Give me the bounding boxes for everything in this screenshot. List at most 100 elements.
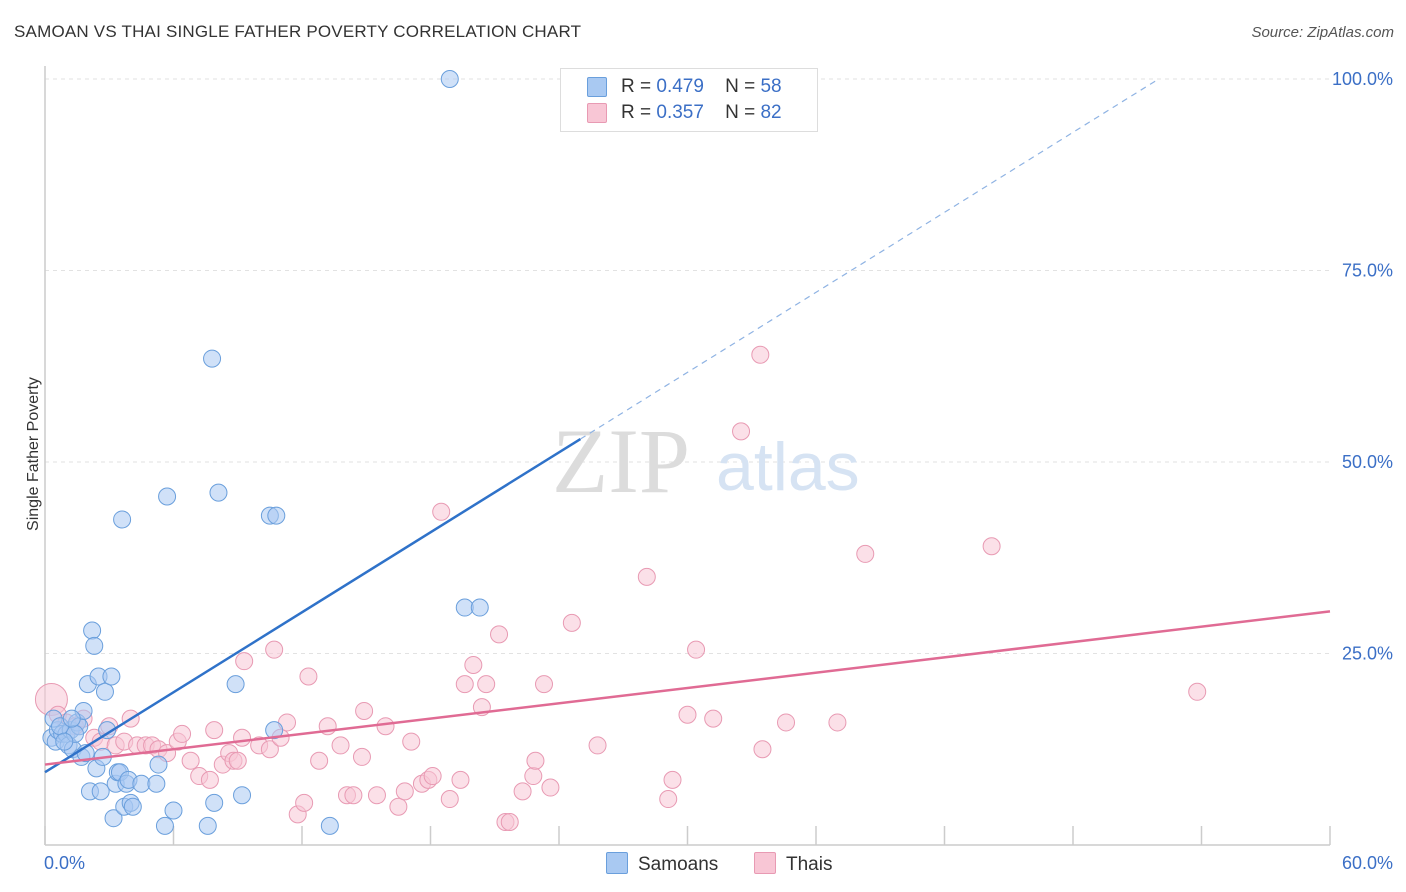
samoan-point	[203, 349, 222, 368]
samoan-point	[147, 774, 166, 793]
samoan-point	[95, 682, 114, 701]
samoan-point	[62, 709, 81, 728]
legend-n-value: 82	[760, 102, 782, 123]
thai-point	[1188, 682, 1207, 701]
thai-point	[732, 422, 751, 441]
samoan-point	[209, 483, 228, 502]
watermark-atlas: atlas	[716, 429, 860, 505]
thai-point	[295, 793, 314, 812]
legend-r-value: 0.479	[656, 76, 704, 97]
samoan-point	[320, 816, 339, 835]
thai-point	[235, 652, 254, 671]
samoan-point	[98, 721, 117, 740]
thai-point	[440, 790, 459, 809]
thai-point	[541, 778, 560, 797]
thai-point	[477, 675, 496, 694]
samoan-point	[113, 510, 132, 529]
legend-n-label: N =	[725, 102, 756, 123]
samoan-point	[85, 636, 104, 655]
legend-swatch-samoans	[587, 77, 607, 97]
thai-point	[687, 640, 706, 659]
thai-point	[856, 544, 875, 563]
samoan-points	[42, 70, 489, 835]
thai-point	[310, 751, 329, 770]
samoan-point	[91, 782, 110, 801]
thai-point	[637, 567, 656, 586]
thai-point	[526, 751, 545, 770]
thai-point	[331, 736, 350, 755]
y-axis-label: Single Father Poverty	[25, 377, 42, 531]
thai-point	[423, 767, 442, 786]
y-tick-label: 50.0%	[1342, 452, 1393, 472]
samoan-point	[205, 793, 224, 812]
samoan-point	[440, 70, 459, 88]
samoan-point	[123, 797, 142, 816]
thai-point	[173, 724, 192, 743]
samoan-point	[132, 774, 151, 793]
thai-point	[181, 751, 200, 770]
thai-point	[228, 751, 247, 770]
legend-n-value: 58	[760, 76, 782, 97]
samoan-point	[164, 801, 183, 820]
thai-point	[777, 713, 796, 732]
legend-swatch-thais	[587, 103, 607, 123]
samoan-point	[455, 598, 474, 617]
thai-point	[659, 790, 678, 809]
source-label: Source: ZipAtlas.com	[1251, 24, 1394, 41]
samoan-point	[267, 506, 286, 525]
thai-point	[260, 740, 279, 759]
thai-point	[352, 747, 371, 766]
samoan-trend-line	[44, 437, 582, 774]
samoan-trend-extension	[580, 78, 1159, 440]
thai-point	[500, 813, 519, 832]
thai-point	[205, 721, 224, 740]
thai-point	[432, 502, 451, 521]
samoan-point	[104, 809, 123, 828]
thai-point	[376, 717, 395, 736]
grid-lines	[45, 78, 1330, 654]
samoan-point	[102, 667, 121, 686]
thai-point	[678, 705, 697, 724]
y-tick-label: 75.0%	[1342, 261, 1393, 281]
samoan-point	[155, 816, 174, 835]
bottom-legend-thais[interactable]: Thais	[754, 852, 832, 876]
thai-point	[464, 655, 483, 674]
thai-point	[751, 345, 770, 364]
thai-point	[451, 770, 470, 789]
thai-point	[828, 713, 847, 732]
samoans-swatch	[606, 852, 628, 874]
legend: R = 0.479 N = 58 R = 0.357 N = 82	[560, 68, 818, 132]
thai-point	[982, 537, 1001, 556]
thai-trend-line	[44, 610, 1331, 766]
legend-r-label: R =	[621, 102, 652, 123]
x-tick-label: 60.0%	[1342, 853, 1393, 873]
thai-point	[299, 667, 318, 686]
samoan-point	[470, 598, 489, 617]
legend-n-label: N =	[725, 76, 756, 97]
thai-point	[344, 786, 363, 805]
chart-title: SAMOAN VS THAI SINGLE FATHER POVERTY COR…	[14, 22, 582, 41]
thai-point	[588, 736, 607, 755]
watermark-zip: ZIP	[552, 410, 690, 512]
y-tick-label: 25.0%	[1342, 644, 1393, 664]
thai-point	[367, 786, 386, 805]
samoan-point	[83, 621, 102, 640]
samoan-point	[265, 721, 284, 740]
thai-point	[753, 740, 772, 759]
thai-point	[355, 701, 374, 720]
x-tick-label: 0.0%	[44, 853, 85, 873]
y-tick-label: 100.0%	[1332, 69, 1393, 89]
tick-labels: 25.0% 50.0% 75.0% 100.0% 0.0% 60.0%	[44, 69, 1393, 873]
thai-point	[704, 709, 723, 728]
samoan-point	[158, 487, 177, 506]
bottom-legend-samoans[interactable]: Samoans	[606, 852, 718, 876]
thai-point	[663, 770, 682, 789]
thai-point	[455, 675, 474, 694]
thai-point	[513, 782, 532, 801]
samoan-point	[149, 755, 168, 774]
trend-lines	[44, 78, 1331, 774]
thai-point	[402, 732, 421, 751]
samoans-label: Samoans	[638, 854, 719, 875]
watermark: ZIP atlas	[552, 410, 860, 512]
